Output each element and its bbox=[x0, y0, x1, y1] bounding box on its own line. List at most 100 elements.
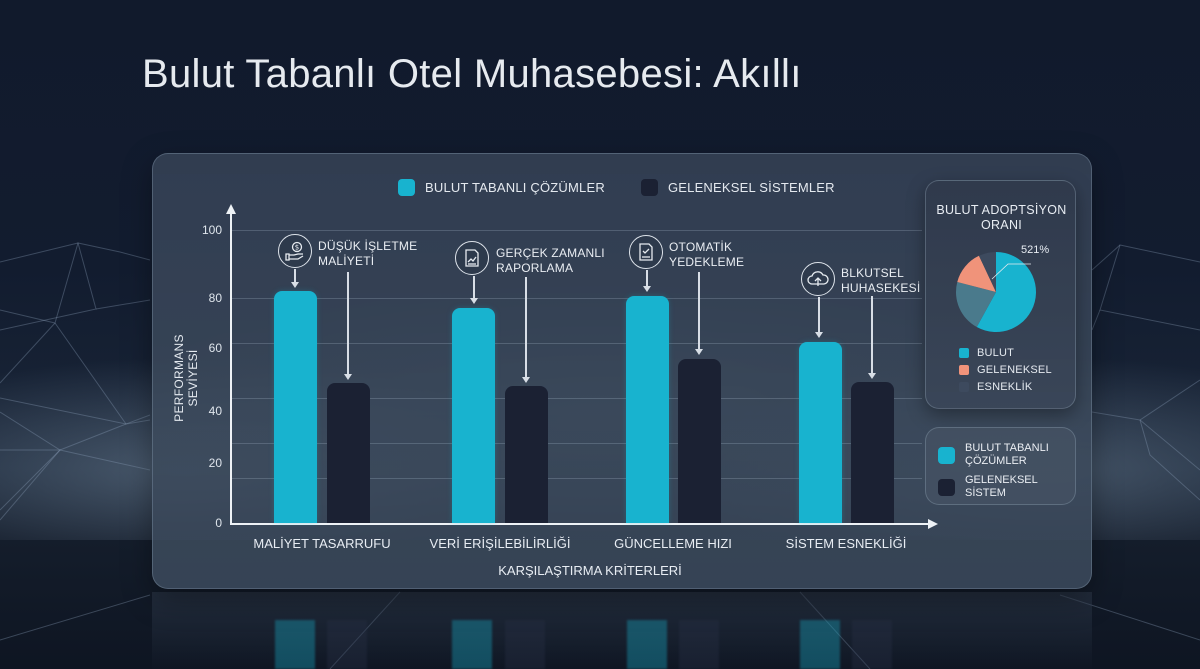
y-tick-60: 60 bbox=[208, 341, 222, 355]
annotation-text-4: BLKUTSEL HUHASEKESİ bbox=[841, 266, 920, 296]
annotation-text-3: OTOMATİK YEDEKLEME bbox=[669, 240, 744, 270]
x-category-label: GÜNCELLEME HIZI bbox=[614, 536, 732, 551]
annotation-line: HUHASEKESİ bbox=[841, 281, 921, 295]
annotation-line: YEDEKLEME bbox=[669, 255, 745, 269]
x-axis-title: KARŞILAŞTIRMA KRİTERLERİ bbox=[498, 563, 682, 578]
y-axis bbox=[230, 210, 232, 524]
chart-legend-top: BULUT TABANLI ÇÖZÜMLER GELENEKSEL SİSTEM… bbox=[398, 179, 835, 196]
pie-title-line: BULUT ADOPTSİYON bbox=[936, 203, 1067, 217]
annotation-connector bbox=[473, 276, 475, 299]
bar-traditional-veri[interactable] bbox=[505, 386, 548, 523]
gridline-20 bbox=[232, 443, 922, 444]
reflection-bar bbox=[852, 620, 892, 669]
arrow-down-icon bbox=[868, 373, 876, 379]
dollar-hand-icon: $ bbox=[278, 234, 312, 268]
annotation-line: RAPORLAMA bbox=[496, 261, 574, 275]
x-axis-arrow-icon bbox=[928, 519, 938, 529]
gridline-40 bbox=[232, 398, 922, 399]
arrow-down-icon bbox=[815, 332, 823, 338]
reflection-bar bbox=[800, 620, 840, 669]
pie-callout-value: 521% bbox=[1021, 244, 1050, 256]
pie-title-line: ORANI bbox=[980, 218, 1023, 232]
annotation-line: GERÇEK ZAMANLI bbox=[496, 246, 605, 260]
annotation-connector bbox=[818, 297, 820, 333]
pie-legend-label: GELENEKSEL bbox=[977, 363, 1052, 376]
side-legend-line: BULUT TABANLI bbox=[965, 442, 1049, 454]
bar-cloud-maliyet[interactable] bbox=[274, 291, 317, 523]
side-legend-swatch-traditional bbox=[938, 478, 955, 496]
document-check-icon bbox=[629, 235, 663, 269]
pie-legend-item: ESNEKLİK bbox=[959, 378, 1052, 395]
pie-legend: BULUT GELENEKSEL ESNEKLİK bbox=[959, 344, 1052, 395]
reflection-bar bbox=[679, 620, 719, 669]
side-legend-label-cloud: BULUT TABANLI ÇÖZÜMLER bbox=[965, 442, 1049, 468]
x-category-label: MALİYET TASARRUFU bbox=[253, 536, 391, 551]
annotation-connector bbox=[646, 270, 648, 287]
y-tick-0: 0 bbox=[215, 516, 222, 530]
svg-text:$: $ bbox=[295, 244, 299, 252]
adoption-pie-card: BULUT ADOPTSİYON ORANI 521% BULUT GELENE… bbox=[925, 180, 1076, 409]
arrow-down-icon bbox=[344, 374, 352, 380]
bar-traditional-guncelleme[interactable] bbox=[678, 359, 721, 523]
adoption-pie-chart[interactable] bbox=[951, 247, 1041, 337]
panel-reflection bbox=[152, 592, 1092, 669]
y-tick-20: 20 bbox=[208, 456, 222, 470]
bar-cloud-veri[interactable] bbox=[452, 308, 495, 523]
annotation-line: DÜŞÜK İŞLETME bbox=[318, 239, 418, 253]
arrow-down-icon bbox=[291, 282, 299, 288]
reflection-bar bbox=[327, 620, 367, 669]
x-axis bbox=[230, 523, 930, 525]
reflection-bar bbox=[275, 620, 315, 669]
reflection-bar bbox=[505, 620, 545, 669]
arrow-down-icon bbox=[470, 298, 478, 304]
gridline-80 bbox=[232, 298, 922, 299]
y-axis-title: PERFORMANS SEVİYESİ bbox=[172, 334, 200, 422]
legend-label-traditional: GELENEKSEL SİSTEMLER bbox=[667, 180, 835, 195]
pie-legend-label: BULUT bbox=[977, 346, 1015, 359]
annotation-text-2: GERÇEK ZAMANLI RAPORLAMA bbox=[496, 246, 605, 276]
cloud-upload-icon bbox=[801, 262, 835, 296]
gridline-100 bbox=[232, 230, 922, 231]
side-legend-label-traditional: GELENEKSEL SİSTEM bbox=[965, 474, 1038, 499]
page-title: Bulut Tabanlı Otel Muhasebesi: Akıllı bbox=[142, 52, 802, 96]
annotation-line: BLKUTSEL bbox=[841, 266, 904, 280]
legend-item-cloud: BULUT TABANLI ÇÖZÜMLER bbox=[398, 179, 605, 196]
y-tick-40: 40 bbox=[208, 404, 222, 418]
side-legend: BULUT TABANLI ÇÖZÜMLER GELENEKSEL SİSTEM bbox=[925, 427, 1076, 505]
reflection-bar bbox=[627, 620, 667, 669]
side-legend-item-cloud: BULUT TABANLI ÇÖZÜMLER bbox=[938, 442, 1049, 468]
legend-label-cloud: BULUT TABANLI ÇÖZÜMLER bbox=[425, 180, 605, 195]
annotation-line: MALİYETİ bbox=[318, 254, 375, 268]
x-category-label: SİSTEM ESNEKLİĞİ bbox=[785, 536, 907, 551]
pie-legend-swatch bbox=[959, 347, 969, 358]
annotation-connector bbox=[871, 296, 873, 374]
pie-legend-item: GELENEKSEL bbox=[959, 361, 1052, 378]
annotation-text-1: DÜŞÜK İŞLETME MALİYETİ bbox=[318, 239, 417, 269]
gridline-10 bbox=[232, 478, 922, 479]
bar-cloud-guncelleme[interactable] bbox=[626, 296, 669, 523]
arrow-down-icon bbox=[522, 377, 530, 383]
gridline-60 bbox=[232, 343, 922, 344]
y-tick-80: 80 bbox=[208, 291, 222, 305]
bar-traditional-maliyet[interactable] bbox=[327, 383, 370, 523]
pie-legend-label: ESNEKLİK bbox=[977, 380, 1033, 393]
legend-swatch-traditional bbox=[640, 179, 658, 196]
bar-traditional-esneklik[interactable] bbox=[851, 382, 894, 523]
pie-title: BULUT ADOPTSİYON ORANI bbox=[926, 203, 1077, 233]
side-legend-swatch-cloud bbox=[938, 446, 955, 464]
legend-swatch-cloud bbox=[398, 179, 415, 196]
annotation-connector bbox=[698, 272, 700, 350]
side-legend-line: ÇÖZÜMLER bbox=[965, 455, 1027, 467]
bar-cloud-esneklik[interactable] bbox=[799, 342, 842, 523]
y-axis-arrow-icon bbox=[226, 204, 236, 214]
pie-legend-swatch bbox=[959, 364, 969, 375]
pie-legend-swatch bbox=[959, 381, 969, 392]
side-legend-item-traditional: GELENEKSEL SİSTEM bbox=[938, 474, 1075, 500]
arrow-down-icon bbox=[643, 286, 651, 292]
report-chart-icon bbox=[455, 241, 489, 275]
annotation-connector bbox=[347, 272, 349, 375]
x-category-label: VERİ ERİŞİLEBİLİRLİĞİ bbox=[429, 536, 571, 551]
annotation-connector bbox=[525, 277, 527, 378]
legend-item-traditional: GELENEKSEL SİSTEMLER bbox=[640, 179, 835, 196]
arrow-down-icon bbox=[695, 349, 703, 355]
